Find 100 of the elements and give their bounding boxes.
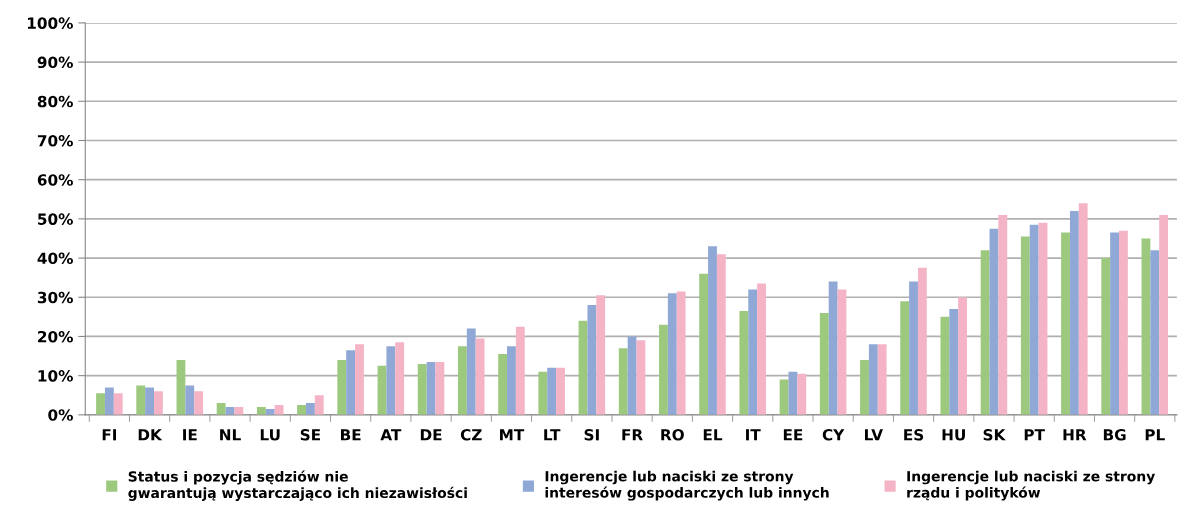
bar [819, 312, 829, 415]
y-tick-label: 10% [38, 370, 73, 382]
bar [395, 342, 405, 415]
x-tick-label: IT [746, 429, 761, 441]
legend-label: Status i pozycja sędziów nie gwarantują wystarczająco ich niezawisłości [128, 470, 467, 501]
bar [457, 346, 467, 415]
bar [877, 344, 887, 415]
x-tick-label: LV [865, 429, 883, 441]
x-tick-label: PL [1145, 429, 1165, 441]
legend-label: Ingerencje lub naciski ze strony interesów gospodarczych lub innych [545, 470, 829, 501]
x-tick-label: MT [500, 429, 525, 441]
bar [716, 254, 726, 415]
legend-label: Ingerencje lub naciski ze strony rządu i polityków [907, 470, 1155, 501]
x-tick-label: SE [300, 428, 321, 441]
bar [1078, 203, 1088, 415]
bar [1150, 250, 1160, 415]
x-tick-label: EE [783, 429, 803, 441]
bar [297, 405, 306, 415]
bar [998, 214, 1008, 415]
x-tick-label: HR [1063, 429, 1087, 441]
bar [788, 371, 798, 415]
bar [417, 363, 427, 415]
x-tick-label: SI [584, 428, 599, 441]
y-tick-label: 30% [37, 291, 73, 304]
bar [636, 340, 646, 415]
bar [556, 367, 565, 415]
bar [587, 305, 597, 415]
bar [949, 309, 959, 415]
y-tick-label: 50% [38, 213, 73, 225]
bar [989, 228, 999, 415]
x-tick-label: RO [661, 428, 684, 441]
bar [900, 301, 910, 415]
bar [466, 328, 476, 415]
x-tick-label: DE [420, 429, 442, 441]
bar [909, 281, 918, 415]
x-tick-label: FR [622, 429, 643, 441]
bar [1101, 258, 1111, 415]
x-tick-label: BE [340, 429, 361, 441]
y-tick-label: 60% [37, 174, 73, 186]
bar [234, 407, 244, 415]
bar [1029, 224, 1039, 415]
x-tick-label: IE [183, 429, 197, 441]
x-tick-label: NL [220, 429, 241, 441]
bar [1038, 222, 1048, 415]
y-tick-label: 70% [37, 134, 73, 147]
bar [337, 359, 347, 415]
x-tick-label: DK [138, 429, 163, 441]
bar [216, 403, 226, 415]
x-tick-label: HU [942, 429, 965, 441]
bar [136, 385, 146, 415]
bar [1159, 214, 1169, 415]
x-tick-label: PT [1024, 429, 1045, 441]
bar [1061, 232, 1070, 415]
bar [154, 391, 163, 415]
bar [507, 346, 516, 415]
x-tick-label: ES [904, 428, 924, 441]
bar [958, 297, 968, 415]
bar [1110, 232, 1119, 415]
bar [676, 291, 686, 415]
x-tick-label: LU [260, 429, 280, 441]
bar [515, 326, 525, 415]
bar [104, 387, 114, 415]
x-tick-label: FI [102, 429, 117, 441]
x-tick-label: EL [703, 429, 723, 441]
x-tick-label: SK [983, 428, 1006, 441]
bar [708, 246, 717, 415]
bar [346, 350, 356, 415]
y-tick-label: 40% [37, 252, 73, 265]
bar [748, 289, 758, 415]
bar [828, 281, 838, 415]
bar [96, 393, 105, 415]
bar [699, 273, 709, 415]
bar [739, 310, 749, 415]
bar [386, 346, 396, 415]
bar [185, 385, 195, 415]
y-tick-label: 80% [37, 95, 73, 108]
bar [435, 361, 445, 415]
x-tick-label: BG [1103, 428, 1126, 441]
bar [667, 293, 677, 415]
y-tick-label: 100% [27, 17, 73, 29]
bar [837, 289, 847, 415]
x-tick-label: CY [822, 428, 845, 441]
y-tick-label: 90% [37, 56, 73, 69]
bar [256, 407, 266, 415]
bar [113, 393, 123, 415]
bar [314, 395, 324, 415]
bar [1069, 211, 1079, 415]
bar [659, 324, 668, 415]
y-tick-label: 0% [48, 409, 73, 421]
bar [547, 367, 557, 415]
bar [145, 387, 154, 415]
bar [618, 348, 628, 415]
bar [538, 371, 548, 415]
x-tick-label: CZ [460, 428, 482, 441]
bar [305, 403, 315, 415]
bar [194, 391, 204, 415]
bar [627, 336, 637, 415]
bar [917, 267, 927, 415]
bar [940, 316, 950, 415]
y-tick-label: 20% [38, 330, 73, 343]
